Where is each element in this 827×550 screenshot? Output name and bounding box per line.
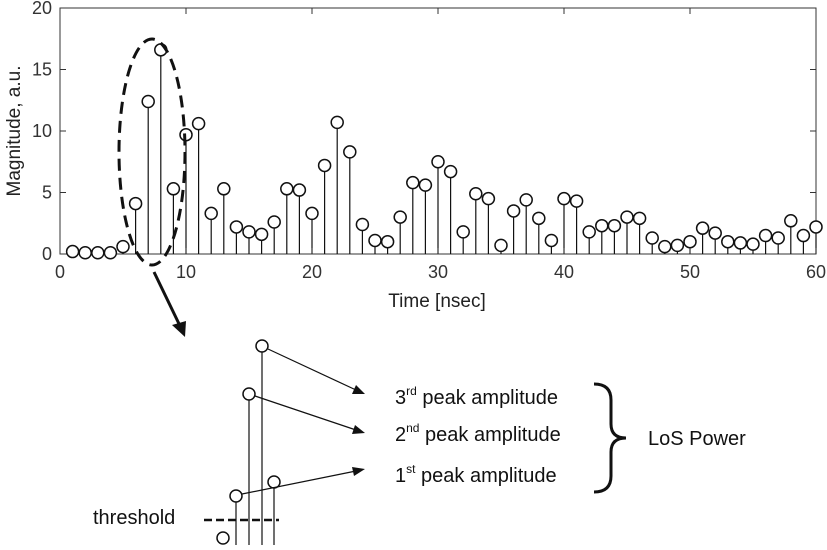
peak2-arrow (254, 395, 357, 431)
stem-marker (683, 234, 697, 249)
stem-marker (695, 221, 710, 235)
stem-marker (65, 244, 80, 259)
y-axis-label: Magnitude, a.u. (4, 66, 25, 197)
stem-marker (406, 175, 420, 190)
inset-marker (242, 387, 256, 401)
stem-marker (254, 227, 269, 242)
stem-marker (443, 164, 458, 179)
stem-marker (733, 236, 748, 250)
stem-marker (708, 226, 722, 240)
peak3-arrow (267, 348, 357, 391)
x-tick-label: 10 (176, 262, 196, 282)
stem-marker (431, 155, 445, 169)
threshold-label: threshold (93, 507, 175, 529)
stem-marker (166, 182, 181, 196)
x-tick-label: 60 (806, 262, 826, 282)
stem-marker (582, 225, 596, 239)
x-tick-label: 30 (428, 262, 448, 282)
stem-marker (620, 210, 634, 224)
y-tick-label: 20 (32, 0, 52, 18)
inset-marker (216, 531, 230, 545)
stem-marker (796, 228, 811, 243)
y-tick-label: 15 (32, 60, 52, 80)
peak2-label: 2nd peak amplitude (395, 421, 561, 446)
stem-marker (456, 225, 470, 239)
highlight-ellipse (117, 37, 187, 267)
x-tick-label: 20 (302, 262, 322, 282)
stem-marker (267, 215, 281, 229)
stem-marker (380, 234, 395, 249)
stem-marker (557, 191, 571, 206)
stem-marker (569, 194, 584, 208)
curly-brace (593, 382, 627, 494)
peak1-arrow-head (352, 467, 365, 476)
stem-marker (191, 116, 206, 131)
stem-marker (506, 204, 521, 218)
los-power-label: LoS Power (648, 428, 746, 450)
x-tick-label: 50 (680, 262, 700, 282)
peak2-arrow-head (352, 425, 365, 434)
x-tick-label: 40 (554, 262, 574, 282)
inset-marker (255, 339, 269, 353)
stem-marker (494, 238, 508, 253)
stem-marker (305, 206, 319, 221)
stem-marker (758, 228, 773, 243)
stem-marker (809, 220, 823, 234)
stem-marker (330, 115, 344, 130)
stem-series (65, 43, 823, 260)
stem-marker (343, 145, 357, 159)
stem-marker (116, 239, 130, 254)
stem-marker (607, 218, 622, 233)
stem-marker (721, 234, 735, 249)
x-axis-ticks: 0 10 20 30 40 50 60 (55, 8, 826, 282)
stem-marker (242, 225, 256, 239)
stem-marker (280, 182, 294, 196)
stem-marker (368, 233, 382, 248)
peak1-label: 1st peak amplitude (395, 462, 557, 487)
stem-marker (746, 237, 760, 251)
stem-marker (393, 210, 407, 224)
inset-marker (229, 489, 243, 503)
stem-marker (469, 186, 483, 201)
stem-marker (645, 231, 659, 245)
stem-marker (481, 191, 496, 206)
stem-marker (229, 220, 244, 234)
stem-marker (519, 193, 533, 207)
stem-marker (91, 246, 105, 260)
stem-marker (204, 206, 218, 221)
peak3-arrow-head (352, 385, 365, 394)
stem-marker (632, 211, 647, 226)
stem-marker (771, 231, 785, 245)
stem-marker (418, 178, 433, 192)
stem-marker (355, 217, 370, 232)
stem-marker (595, 218, 609, 233)
stem-marker (103, 246, 118, 260)
y-tick-label: 5 (42, 183, 52, 203)
y-tick-label: 0 (42, 244, 52, 264)
peak3-label: 3rd peak amplitude (395, 384, 558, 409)
stem-marker (128, 196, 143, 211)
stem-marker (317, 158, 332, 173)
stem-marker (78, 246, 92, 260)
peak1-arrow (241, 470, 357, 495)
stem-marker (658, 239, 672, 254)
y-tick-label: 10 (32, 121, 52, 141)
stem-marker (532, 211, 546, 226)
stem-marker (217, 182, 231, 196)
stem-marker (670, 238, 685, 253)
zoom-arrow-line (152, 271, 183, 329)
x-axis-label: Time [nsec] (388, 291, 486, 312)
stem-marker (784, 214, 798, 228)
y-axis-ticks: 0 5 10 15 20 (32, 0, 816, 264)
zoom-arrow-head (172, 321, 186, 337)
stem-marker (141, 94, 155, 109)
zoom-inset: threshold (93, 339, 281, 545)
stem-marker (292, 183, 307, 197)
x-tick-label: 0 (55, 262, 65, 282)
stem-marker (544, 233, 559, 248)
